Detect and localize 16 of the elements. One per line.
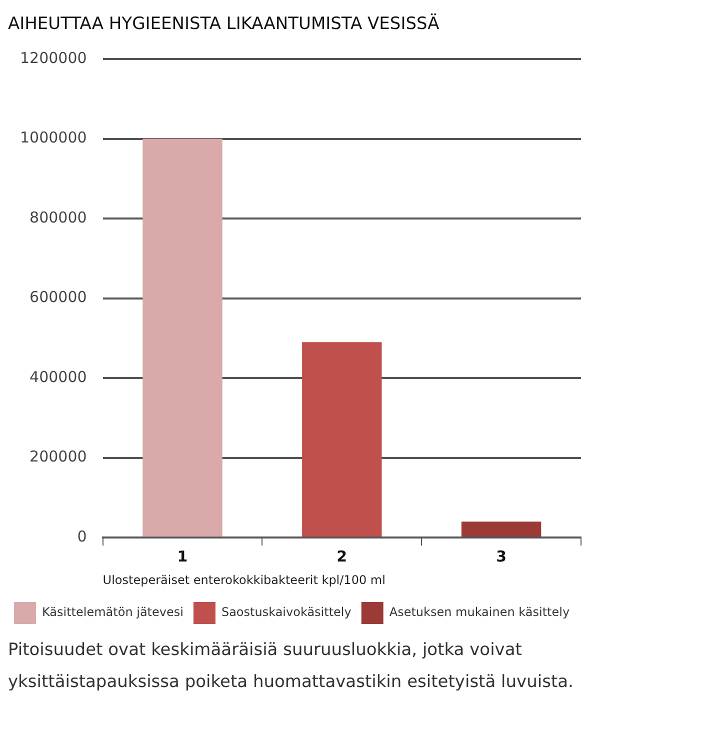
chart-title: AIHEUTTAA HYGIEENISTA LIKAANTUMISTA VESISSÄ [8,14,440,34]
y-tick-label: 600000 [30,288,87,306]
y-tick-label: 0 [77,527,87,546]
text: Pitoisuudet ovat keskimääräisiä suuruusluokkia, jotka voivat yksittäistapauksissa poiketa huomattavastikin esitetyistä luvuista. [8,639,574,694]
y-tick-label: 800000 [30,208,87,226]
y-tick-label: 1200000 [20,48,87,67]
x-tick-label: 2 [336,547,348,566]
y-tick-label: 400000 [30,368,87,386]
x-tick-label: 1 [177,547,188,566]
y-tick-label: 200000 [30,448,87,466]
x-axis-title: Ulosteperäiset enterokokkibakteerit kpl/100 ml [102,572,386,587]
legend-label: Käsittelemätön jätevesi [42,605,184,620]
legend-label: Asetuksen mukainen käsittely [389,605,570,620]
x-tick-label: 3 [496,547,507,566]
legend-label: Saostuskaivokäsittely [221,605,352,620]
y-tick-label: 1000000 [20,128,87,147]
